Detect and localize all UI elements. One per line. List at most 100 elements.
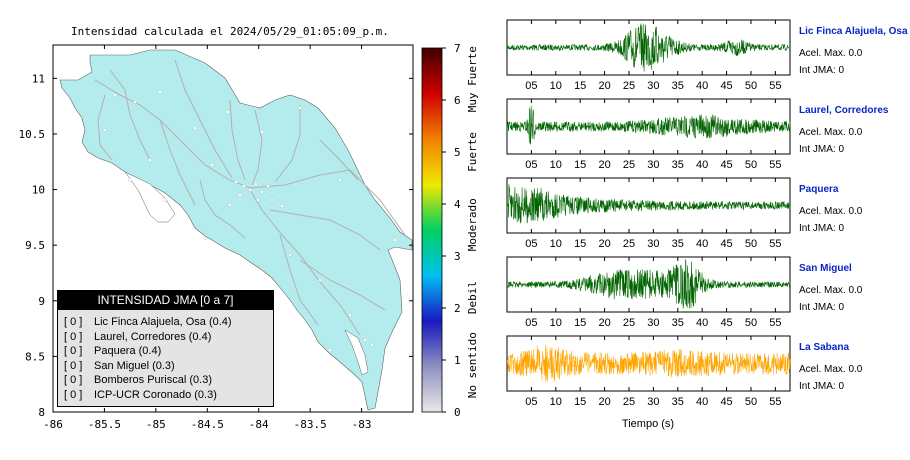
waveform-tick-label: 50 — [745, 159, 757, 171]
waveform-tick-label: 35 — [672, 396, 684, 408]
waveform-tick-label: 40 — [696, 317, 708, 329]
intensity-colorbar: 7 6 5 4 3 2 1 0 Muy Fuerte Fuerte Moderado Debil No… — [421, 42, 479, 419]
station-int-jma: Int JMA: 0 — [799, 381, 845, 392]
waveform-tick-label: 55 — [769, 238, 781, 250]
station-name: Laurel, Corredores — [799, 105, 889, 116]
legend-item-value: [ 0 ] — [64, 345, 83, 358]
legend-item-label: San Miguel (0.3) — [94, 359, 175, 372]
legend-item-label: ICP-UCR Coronado (0.3) — [94, 388, 217, 401]
waveform-tick-label: 15 — [574, 80, 586, 92]
map-x-tick-label: -84 — [249, 418, 269, 431]
waveform-tick-label: 55 — [769, 159, 781, 171]
map-y-tick-label: 11 — [32, 72, 45, 85]
colorbar-gradient — [421, 47, 443, 413]
map-y-tick-label: 9 — [38, 295, 45, 308]
legend-item: [ 0 ] Bomberos Puriscal (0.3) — [64, 373, 273, 388]
map-y-axis: 11 10.5 10 9.5 9 8.5 8 — [19, 72, 413, 419]
town-marker — [226, 110, 230, 114]
town-marker — [113, 93, 117, 97]
waveform-tick-label: 40 — [696, 238, 708, 250]
legend-item-label: Bomberos Puriscal (0.3) — [94, 374, 212, 387]
colorbar-tick-label: 1 — [454, 354, 461, 367]
road — [249, 169, 406, 236]
waveform-tick-label: 30 — [647, 80, 659, 92]
waveform-tick-label: 25 — [623, 396, 635, 408]
waveform-tick-label: 20 — [598, 80, 610, 92]
legend-item-value: [ 0 ] — [64, 374, 83, 387]
legend-item-label: Lic Finca Alajuela, Osa (0.4) — [94, 316, 232, 328]
waveform-trace — [506, 344, 791, 382]
waveform-tick-label: 10 — [550, 80, 562, 92]
waveform-tick-label: 25 — [623, 159, 635, 171]
road — [199, 179, 246, 239]
colorbar-tick-label: 6 — [454, 94, 461, 107]
town-marker — [338, 178, 342, 182]
road — [319, 139, 359, 181]
legend-item: [ 0 ] ICP-UCR Coronado (0.3) — [64, 388, 273, 403]
waveform-panel: 05 10 15 20 25 30 35 40 45 50 55 — [506, 335, 791, 408]
station-int-jma: Int JMA: 0 — [799, 144, 845, 155]
town-marker — [193, 126, 197, 130]
road — [299, 259, 386, 311]
town-marker — [318, 278, 322, 282]
legend-item-label: Paquera (0.4) — [94, 345, 162, 358]
map-y-tick-label: 8 — [38, 406, 45, 419]
waveform-tick-label: 45 — [720, 159, 732, 171]
town-marker — [280, 204, 284, 208]
town-marker — [256, 198, 260, 202]
town-marker — [103, 128, 107, 132]
station-acel-max: Acel. Max. 0.0 — [799, 364, 863, 375]
town-marker — [393, 238, 397, 242]
waveform-tick-label: 25 — [623, 238, 635, 250]
waveform-tick-label: 15 — [574, 159, 586, 171]
waveform-tick-label: 55 — [769, 80, 781, 92]
waveform-trace — [506, 105, 791, 145]
station-acel-max: Acel. Max. 0.0 — [799, 285, 863, 296]
legend-list: [ 0 ] Lic Finca Alajuela, Osa (0.4) [ 0 ] L… — [58, 310, 273, 403]
station-name: La Sabana — [799, 342, 850, 353]
road — [229, 99, 246, 181]
waveform-tick-label: 30 — [647, 396, 659, 408]
waveform-tick-label: 40 — [696, 396, 708, 408]
waveform-tick-label: 55 — [769, 317, 781, 329]
map-x-axis: -86 -85.5 -85 -84.5 -84 -83.5 -83 — [43, 45, 372, 431]
waveform-trace — [506, 184, 791, 224]
waveform-tick-label: 10 — [550, 159, 562, 171]
waveform-tick-label: 50 — [745, 80, 757, 92]
waveform-tick-label: 10 — [550, 238, 562, 250]
town-marker — [298, 106, 302, 110]
town-marker — [228, 203, 232, 207]
station-name: Lic Finca Alajuela, Osa — [799, 26, 908, 37]
map-x-tick-label: -83.5 — [294, 418, 327, 431]
town-marker — [260, 130, 264, 134]
road — [269, 209, 381, 251]
waveform-panels: Tiempo (s) 05 10 15 20 25 30 35 40 45 50 55 05 10 15 2… — [506, 19, 791, 430]
legend-item-label: Laurel, Corredores (0.4) — [94, 330, 212, 343]
town-marker — [266, 184, 270, 188]
legend-item: [ 0 ] Paquera (0.4) — [64, 344, 273, 359]
waveform-panel: 05 10 15 20 25 30 35 40 45 50 55 — [506, 256, 791, 329]
intensity-legend: INTENSIDAD JMA [0 a 7] [ 0 ] Lic Finca Al… — [57, 290, 274, 407]
waveform-tick-label: 20 — [598, 159, 610, 171]
road — [274, 105, 301, 183]
road — [251, 109, 263, 186]
town-marker — [363, 338, 367, 342]
waveform-tick-label: 35 — [672, 159, 684, 171]
waveform-tick-label: 40 — [696, 159, 708, 171]
waveform-panel: 05 10 15 20 25 30 35 40 45 50 55 — [506, 177, 791, 250]
town-marker — [234, 180, 238, 184]
waveform-tick-label: 10 — [550, 317, 562, 329]
legend-header: INTENSIDAD JMA [0 a 7] — [58, 291, 273, 310]
map-y-tick-label: 9.5 — [25, 239, 45, 252]
map-x-tick-label: -85.5 — [88, 418, 121, 431]
waveform-tick-label: 40 — [696, 80, 708, 92]
waveform-tick-label: 10 — [550, 396, 562, 408]
waveform-tick-label: 05 — [525, 317, 537, 329]
town-marker — [148, 158, 152, 162]
station-acel-max: Acel. Max. 0.0 — [799, 206, 863, 217]
waveform-tick-label: 55 — [769, 396, 781, 408]
colorbar-category: No sentido — [466, 332, 479, 398]
road-network — [94, 59, 406, 336]
waveform-tick-label: 50 — [745, 396, 757, 408]
